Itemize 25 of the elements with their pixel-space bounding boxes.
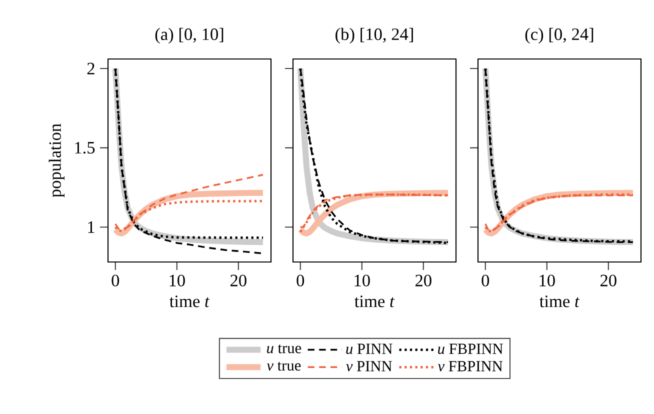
y-tick-label: 1 (88, 221, 94, 233)
x-tick-label: 0 (482, 274, 490, 286)
x-tick-label: 10 (540, 274, 555, 286)
x-axis-title: time t (170, 296, 210, 308)
x-axis-title: time t (354, 296, 395, 308)
y-axis-title: population (48, 124, 64, 198)
legend-label: v FBPINN (438, 361, 503, 372)
x-tick-label: 20 (230, 274, 246, 286)
x-tick-label: 0 (296, 274, 304, 286)
x-tick-label: 20 (600, 274, 616, 286)
legend-label: v true (266, 362, 301, 371)
y-tick-label: 1.5 (75, 142, 95, 154)
chart-title: (b) [10, 24] (336, 28, 413, 44)
legend-label: u true (267, 344, 302, 354)
chart-title: (c) [0, 24] (525, 28, 594, 44)
chart-title: (a) [0, 10] (155, 28, 224, 44)
x-tick-label: 0 (112, 274, 120, 286)
x-axis-title: time t (540, 296, 580, 308)
legend-label: v PINN (346, 361, 392, 372)
x-tick-label: 20 (415, 274, 432, 286)
legend-label: u FBPINN (438, 344, 503, 354)
x-tick-label: 10 (170, 274, 185, 286)
x-tick-label: 10 (354, 274, 370, 286)
y-tick-label: 2 (87, 62, 94, 74)
legend-label: u PINN (346, 344, 392, 354)
